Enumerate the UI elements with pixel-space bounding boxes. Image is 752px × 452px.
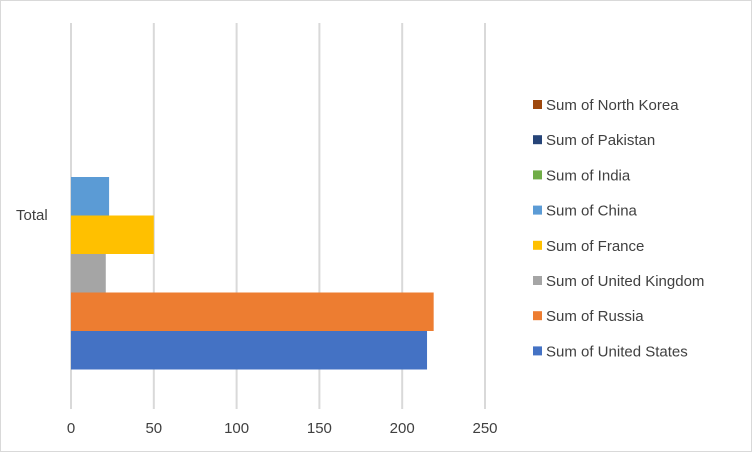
legend-swatch: [533, 205, 542, 215]
legend-item: Sum of North Korea: [533, 97, 679, 114]
category-label: Total: [16, 207, 48, 224]
bar-sum-of-russia: [71, 292, 434, 331]
bar-sum-of-france: [71, 215, 154, 254]
legend-swatch: [533, 346, 542, 356]
bars: [71, 177, 434, 370]
bar-sum-of-united-states: [71, 331, 428, 370]
legend-swatch: [533, 311, 542, 321]
legend-swatch: [533, 170, 542, 180]
x-tick-label: 100: [224, 420, 249, 437]
legend-item: Sum of United States: [533, 343, 688, 360]
bar-sum-of-united-kingdom: [71, 254, 106, 293]
legend-item: Sum of Pakistan: [533, 132, 655, 149]
legend-label: Sum of North Korea: [546, 97, 679, 114]
legend-item: Sum of United Kingdom: [533, 273, 704, 290]
legend-swatch: [533, 100, 542, 109]
legend-label: Sum of France: [546, 238, 644, 255]
legend-label: Sum of China: [546, 203, 638, 220]
x-tick-label: 0: [67, 420, 75, 437]
legend-item: Sum of India: [533, 167, 631, 184]
legend-item: Sum of China: [533, 203, 638, 220]
legend-item: Sum of Russia: [533, 308, 644, 325]
legend-label: Sum of India: [546, 167, 631, 184]
x-tick-label: 250: [472, 420, 497, 437]
x-tick-label: 50: [145, 420, 162, 437]
legend: Sum of North Korea Sum of Pakistan Sum of …: [533, 97, 704, 360]
x-tick-label: 200: [390, 420, 415, 437]
x-tick-label: 150: [307, 420, 332, 437]
legend-label: Sum of United Kingdom: [546, 273, 704, 290]
legend-label: Sum of Russia: [546, 308, 644, 325]
axis-labels: 0 50 100 150 200 250 Total: [16, 207, 498, 437]
legend-label: Sum of United States: [546, 343, 688, 360]
legend-swatch: [533, 135, 542, 145]
legend-item: Sum of France: [533, 238, 644, 255]
legend-swatch: [533, 240, 542, 250]
bar-sum-of-china: [71, 177, 110, 216]
legend-swatch: [533, 276, 542, 285]
legend-label: Sum of Pakistan: [546, 132, 655, 149]
